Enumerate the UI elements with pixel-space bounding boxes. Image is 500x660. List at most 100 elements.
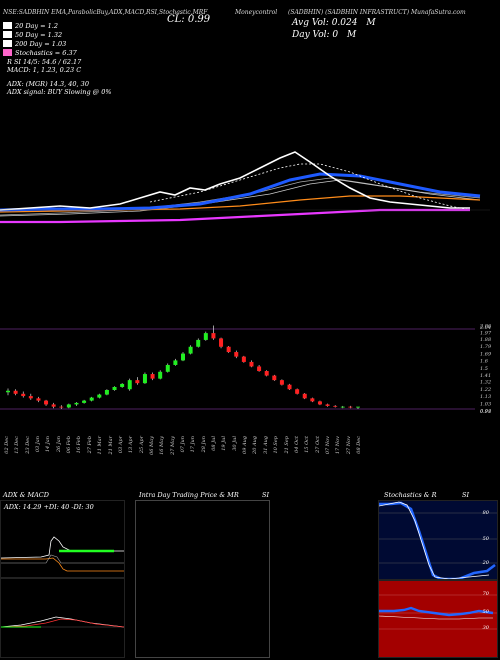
candle-body [13, 390, 18, 394]
legend-label: Stochastics = 6.37 [15, 49, 77, 57]
candle-body [6, 390, 10, 393]
day-volume: Day Vol: 0 M [292, 30, 356, 40]
stoch-level-80: 80 [482, 510, 489, 516]
date-tick-label: 08 Dec [356, 436, 362, 454]
adx-panel-title: ADX & MACD [3, 491, 49, 499]
date-tick-label: 16 Feb [76, 436, 83, 454]
adx-line [1, 536, 124, 559]
candle-body [112, 386, 117, 390]
ma-white-bold [0, 151, 470, 211]
intraday-panel-title: Intra Day Trading Price & MR [139, 491, 239, 499]
macd-signal-line [1, 618, 124, 628]
date-tick-label: 11 Mar [97, 436, 104, 455]
date-tick-label: 10 Sep [273, 436, 280, 454]
date-tick-label: 15 Oct [304, 436, 311, 453]
candle-body [241, 356, 246, 362]
moneycontrol-label: Moneycontrol [235, 9, 278, 16]
legend-stochastics: Stochastics = 6.37 [3, 49, 77, 58]
rsi-lines [379, 594, 497, 630]
candles [6, 325, 360, 409]
candle-body [348, 406, 353, 408]
candle-body [82, 400, 87, 403]
legend-200-day: 200 Day = 1.03 [3, 40, 77, 49]
ma-orange [0, 195, 481, 213]
candle-body [333, 405, 338, 407]
ma-white-thin-a [0, 177, 481, 216]
date-tick-label: 07 Nov [324, 436, 331, 455]
stoch-k-line [379, 501, 496, 579]
candle-body [264, 371, 269, 376]
candle-body [295, 389, 300, 394]
intraday-panel [135, 500, 270, 658]
date-tick-label: 21 Mar [107, 436, 114, 455]
macd-line [1, 616, 124, 628]
price-tick-label: 1.88 [480, 337, 491, 343]
date-tick-label: 27 May [169, 436, 176, 455]
stochastics-panel: 80 50 20 [378, 500, 498, 580]
candle-body [135, 380, 140, 384]
price-tick-label: 1.79 [480, 344, 492, 350]
price-tick-label: 1.32 [480, 380, 491, 386]
stoch-level-20: 20 [482, 560, 489, 566]
legend-swatch [3, 31, 12, 38]
date-tick-label: 07 Jun [180, 436, 186, 453]
legend-label: 50 Day = 1.32 [15, 31, 63, 39]
rsi-level-70: 70 [482, 591, 489, 597]
stoch-level-50: 50 [482, 536, 489, 542]
date-tick-label: 21 Sep [283, 436, 290, 454]
ma-white-thin-b [0, 179, 481, 217]
date-tick-label: 23 Dec [24, 436, 31, 454]
day-volume-value: Day Vol: 0 [292, 30, 339, 40]
price-axis: 2.062.041.971.881.791.691.61.51.411.321.… [479, 324, 492, 416]
candle-body [142, 374, 147, 384]
price-tick-label: 1.41 [480, 373, 491, 379]
price-tick-label: 1.69 [480, 352, 492, 358]
legend-label: 20 Day = 1.2 [15, 22, 59, 30]
rsi-level-30: 30 [482, 625, 489, 631]
date-tick-label: 31 Aug [262, 436, 269, 454]
adx-lines [1, 536, 124, 572]
candle-body [127, 380, 132, 390]
candle-body [158, 371, 163, 379]
price-tick-label: 0.94 [480, 408, 491, 414]
candle-body [44, 400, 49, 405]
candle-body [279, 380, 284, 385]
adx-panel: ADX: 14.29 +DI: 40 -DI: 30 [0, 500, 125, 578]
avg-volume-value: Avg Vol: 0.024 [292, 18, 358, 28]
candle-body [188, 346, 193, 354]
date-tick-label: 30 Jul [231, 436, 238, 451]
candle-body [257, 366, 262, 372]
candle-body [74, 402, 79, 405]
close-price: CL: 0.99 [167, 14, 211, 25]
di-minus-line [1, 557, 124, 572]
ma-blue [0, 172, 481, 212]
candle-body [287, 384, 292, 390]
date-tick-label: 09 Aug [242, 436, 249, 454]
adx-readout: ADX: (MGR) 14.3, 40, 30 [7, 80, 89, 88]
date-tick-label: 06 Feb [66, 436, 73, 454]
date-tick-label: 19 Jul [221, 436, 228, 451]
intraday-panel-si: SI [262, 491, 270, 499]
moving-average-chart [0, 151, 490, 224]
candle-body [59, 406, 64, 408]
date-tick-label: 13 Apr [128, 436, 135, 454]
price-tick-label: 1.13 [480, 394, 491, 400]
candle-body [181, 353, 185, 361]
date-tick-label: 27 Oct [314, 436, 321, 453]
price-tick-label: 1.03 [480, 402, 491, 408]
price-tick-label: 1.5 [480, 366, 488, 372]
candle-body [203, 333, 208, 340]
date-tick-label: 06 May [148, 436, 155, 455]
candle-body [21, 393, 26, 397]
legend-20-day: 20 Day = 1.2 [3, 22, 77, 31]
header-indicators: NSE:SADBHIN EMA,ParabolicBuy,ADX,MACD,RS… [3, 9, 208, 16]
candle-body [89, 397, 94, 401]
candle-body [97, 394, 102, 398]
candle-body [211, 333, 216, 339]
price-tick-label: 2.04 [479, 325, 491, 331]
date-tick-label: 14 Jan [45, 436, 52, 453]
candle-body [66, 404, 71, 408]
date-tick-label: 02 Dec [4, 436, 10, 454]
price-grid [0, 328, 475, 410]
date-tick-label: 27 Feb [86, 436, 93, 454]
